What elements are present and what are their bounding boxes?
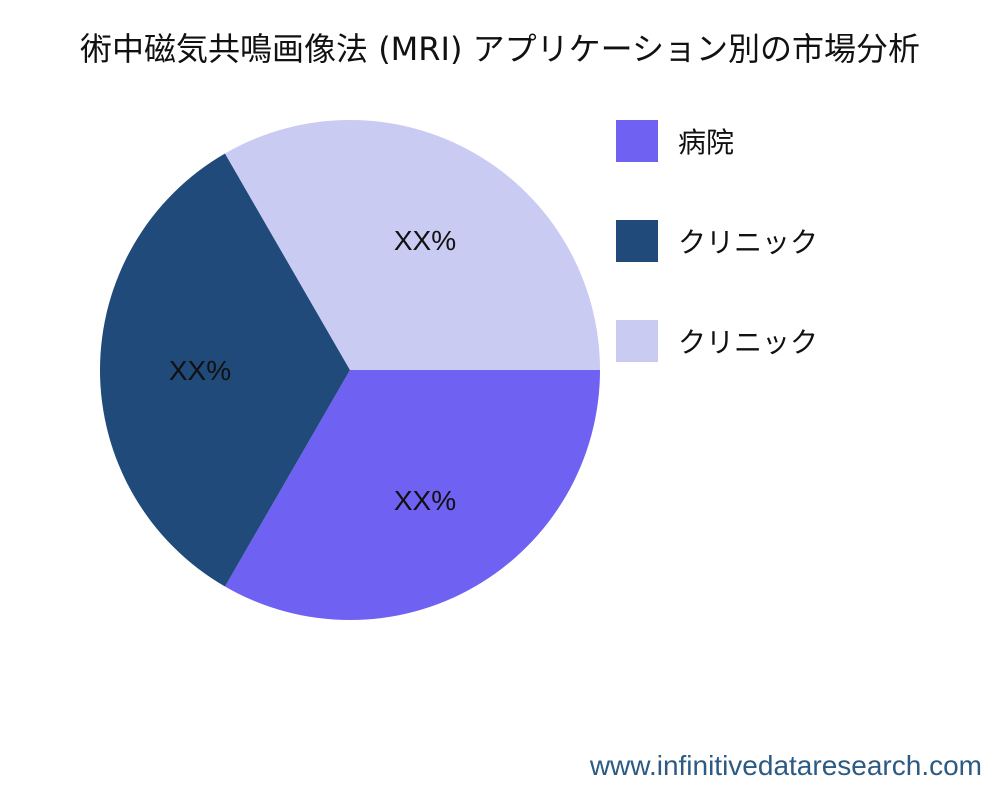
legend-label: 病院 [678, 126, 735, 159]
legend-swatch [616, 120, 658, 162]
pie-slice-2 [225, 119, 600, 370]
legend-swatch [616, 320, 658, 362]
legend-label: クリニック [678, 226, 819, 259]
data-label-1: XX% [169, 355, 231, 386]
data-label-2: XX% [394, 225, 456, 256]
legend-item-1: クリニック [616, 220, 818, 262]
pie-slice-0 [225, 370, 600, 620]
legend-item-2: クリニック [616, 320, 818, 362]
watermark: www.infinitivedataresearch.com [589, 750, 982, 781]
legend-item-0: 病院 [616, 120, 734, 162]
chart-title: 術中磁気共鳴画像法 (MRI) アプリケーション別の市場分析 [80, 30, 920, 68]
data-label-0: XX% [394, 485, 456, 516]
legend-label: クリニック [678, 326, 819, 359]
legend-swatch [616, 220, 658, 262]
